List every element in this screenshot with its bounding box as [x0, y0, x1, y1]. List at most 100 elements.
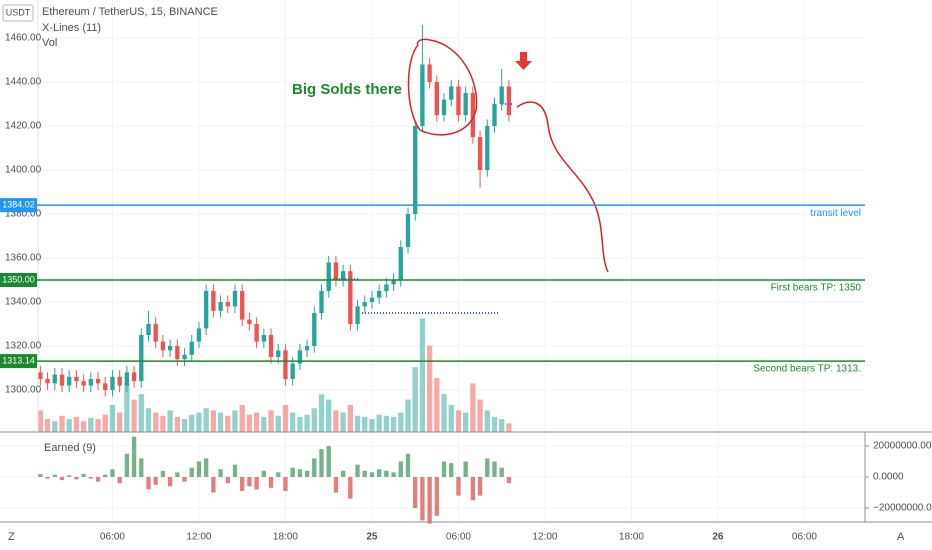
volume-bar [297, 416, 303, 432]
earned-bar [333, 477, 339, 493]
candle-body [74, 376, 79, 382]
corner-label[interactable]: Z [8, 531, 15, 543]
candle-body [477, 137, 483, 171]
level-text: First bears TP: 1350 [771, 283, 862, 294]
earned-bar [52, 474, 57, 477]
level-text: transit level [810, 208, 861, 219]
x-tick-label: 06:00 [100, 532, 125, 543]
candle-body [319, 291, 324, 314]
candle-body [441, 99, 447, 116]
volume-bar [189, 414, 195, 432]
earned-bar [103, 474, 108, 477]
volume-bar [210, 410, 217, 432]
candle-body [384, 284, 389, 292]
volume-bar [88, 417, 94, 432]
volume-bar [261, 416, 267, 432]
candle-body [196, 328, 202, 342]
earned-bar [413, 477, 418, 509]
earned-bar [240, 477, 245, 491]
candle-body [413, 126, 418, 215]
earned-bar [110, 469, 115, 477]
volume-bar [59, 415, 65, 432]
y-tick-label: 1300.00 [5, 385, 42, 396]
earned-bar [304, 470, 310, 477]
earned-bar [38, 473, 43, 477]
candle-body [340, 271, 346, 281]
x-tick-label: 06:00 [446, 532, 471, 543]
earned-bar [88, 477, 93, 479]
earned-bar [124, 453, 130, 477]
candle-body [59, 374, 65, 386]
x-tick-label: 18:00 [619, 532, 644, 543]
level-text: Second bears TP: 1313. [753, 364, 861, 375]
volume-bar [304, 414, 310, 432]
volume-bar [124, 383, 130, 432]
volume-bar [311, 408, 317, 432]
earned-bar [297, 469, 303, 477]
earned-bar [160, 470, 166, 477]
volume-bar [455, 410, 462, 432]
candle-body [456, 86, 461, 116]
volume-bar [412, 367, 418, 432]
candle-body [506, 86, 512, 116]
candle-body [45, 378, 50, 384]
earned-bar [492, 461, 497, 477]
volume-bar [499, 419, 505, 432]
earned-bar [182, 477, 187, 482]
volume-bar [80, 421, 87, 432]
earned-bar [463, 461, 468, 477]
pane-title: Earned (9) [44, 442, 96, 454]
volume-bar [52, 421, 58, 432]
volume-bar [138, 394, 144, 432]
volume-bar [116, 412, 123, 432]
corner-label[interactable]: A [897, 531, 905, 543]
level-price: 1313.14 [2, 355, 35, 365]
volume-bar [282, 405, 289, 432]
earned-bar [225, 477, 230, 484]
marks [37, 24, 512, 524]
volume-bar [383, 415, 390, 432]
candle-body [95, 378, 101, 384]
earned-bar [189, 467, 194, 477]
candle-body [225, 302, 230, 307]
y-tick-label: 1440.00 [5, 77, 42, 88]
volume-bar [131, 399, 137, 432]
volume-bar [153, 412, 159, 432]
earned-bar [74, 477, 79, 480]
candle-body [81, 381, 86, 386]
earned-bar [232, 464, 238, 477]
candle-body [203, 291, 209, 329]
earned-bar [398, 461, 403, 477]
candle-body [470, 93, 476, 138]
candle-body [146, 324, 151, 335]
candle-body [326, 262, 331, 292]
x-tick-label: 25 [366, 532, 378, 543]
candle-body [117, 376, 122, 386]
currency-badge[interactable] [2, 4, 34, 22]
candle-body [405, 214, 411, 248]
volume-bar [326, 399, 332, 432]
volume-bar [470, 383, 476, 432]
earned-bar [254, 477, 259, 490]
candle-body [276, 350, 281, 357]
candle-body [283, 350, 288, 379]
y-tick-label: 1460.00 [5, 33, 42, 44]
earned-bar [196, 461, 202, 477]
x-tick-label: 12:00 [186, 532, 211, 543]
earned-bar [268, 477, 274, 488]
volume-bar [73, 416, 80, 432]
candle-body [427, 64, 432, 83]
candle-body [88, 378, 93, 386]
volume-bar [369, 419, 375, 432]
candle-body [297, 350, 303, 364]
earned-bar [405, 453, 411, 477]
candle-body [492, 104, 497, 127]
candle-body [261, 334, 266, 342]
candle-body [124, 372, 130, 386]
candle-body [160, 341, 166, 351]
candle-body [449, 86, 454, 100]
volume-bar [354, 415, 361, 432]
volume-bar [405, 399, 411, 432]
earned-bar [146, 477, 151, 490]
earned-bar [477, 477, 483, 496]
